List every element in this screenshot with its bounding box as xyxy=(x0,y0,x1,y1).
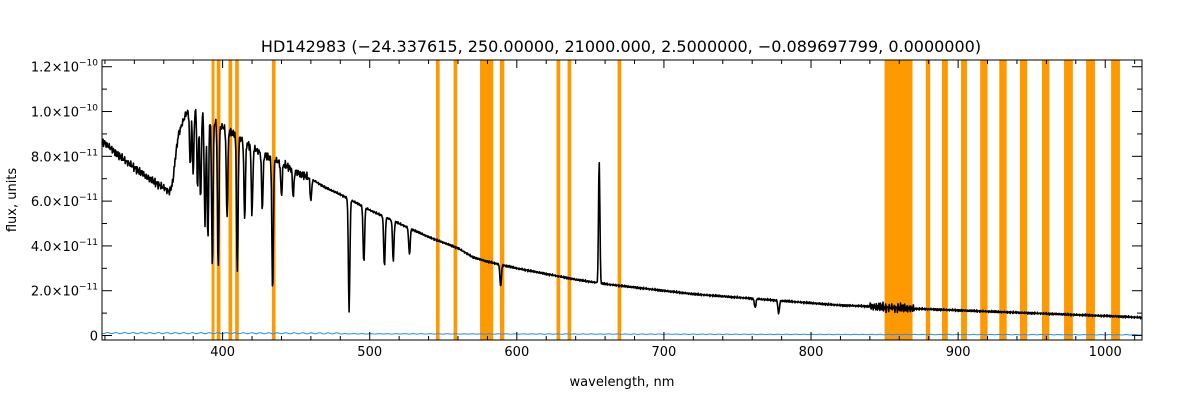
masked-band-6 xyxy=(453,60,458,340)
masked-band-20 xyxy=(1064,60,1073,340)
axis-ticks: 400 500 600 700 800 900 1000 0 2.0×10−11 4.0×10−1… xyxy=(31,59,1142,360)
masked-band-12 xyxy=(884,60,913,340)
masked-band-21 xyxy=(1086,60,1095,340)
chart-title: HD142983 (−24.337615, 250.00000, 21000.0… xyxy=(261,37,981,56)
x-tick-label: 600 xyxy=(504,345,529,360)
masked-band-10 xyxy=(567,60,572,340)
masked-band-5 xyxy=(435,60,440,340)
masked-band-8 xyxy=(499,60,505,340)
y-tick-label: 2.0×10−11 xyxy=(31,283,98,300)
masked-band-22 xyxy=(1111,60,1120,340)
flux-series xyxy=(101,108,1142,320)
masked-band-16 xyxy=(980,60,988,340)
masked-band-2 xyxy=(228,60,233,340)
y-tick-label: 4.0×10−11 xyxy=(31,238,98,255)
x-tick-label: 400 xyxy=(210,345,235,360)
masked-band-13 xyxy=(925,60,931,340)
y-tick-label: 0 xyxy=(90,330,98,345)
plot-frame xyxy=(101,59,1143,341)
x-tick-label: 900 xyxy=(946,345,971,360)
masked-band-19 xyxy=(1041,60,1050,340)
masked-band-11 xyxy=(617,60,622,340)
y-axis-title: flux, units xyxy=(5,168,20,233)
x-tick-label: 800 xyxy=(799,345,824,360)
masked-band-18 xyxy=(1019,60,1028,340)
masked-band-14 xyxy=(941,60,948,340)
masked-band-9 xyxy=(556,60,561,340)
x-tick-label: 700 xyxy=(652,345,677,360)
x-tick-label: 1000 xyxy=(1089,345,1122,360)
masked-band-15 xyxy=(961,60,967,340)
masked-regions xyxy=(211,60,1120,340)
x-axis-title: wavelength, nm xyxy=(570,375,675,390)
y-tick-label: 6.0×10−11 xyxy=(31,193,98,210)
y-tick-label: 1.0×10−10 xyxy=(31,104,98,121)
data-series xyxy=(101,108,1142,336)
y-tick-label: 8.0×10−11 xyxy=(31,148,98,165)
masked-band-7 xyxy=(480,60,494,340)
x-tick-label: 500 xyxy=(357,345,382,360)
masked-band-17 xyxy=(999,60,1007,340)
error-series xyxy=(101,331,1142,336)
y-tick-label: 1.2×10−10 xyxy=(31,59,98,76)
